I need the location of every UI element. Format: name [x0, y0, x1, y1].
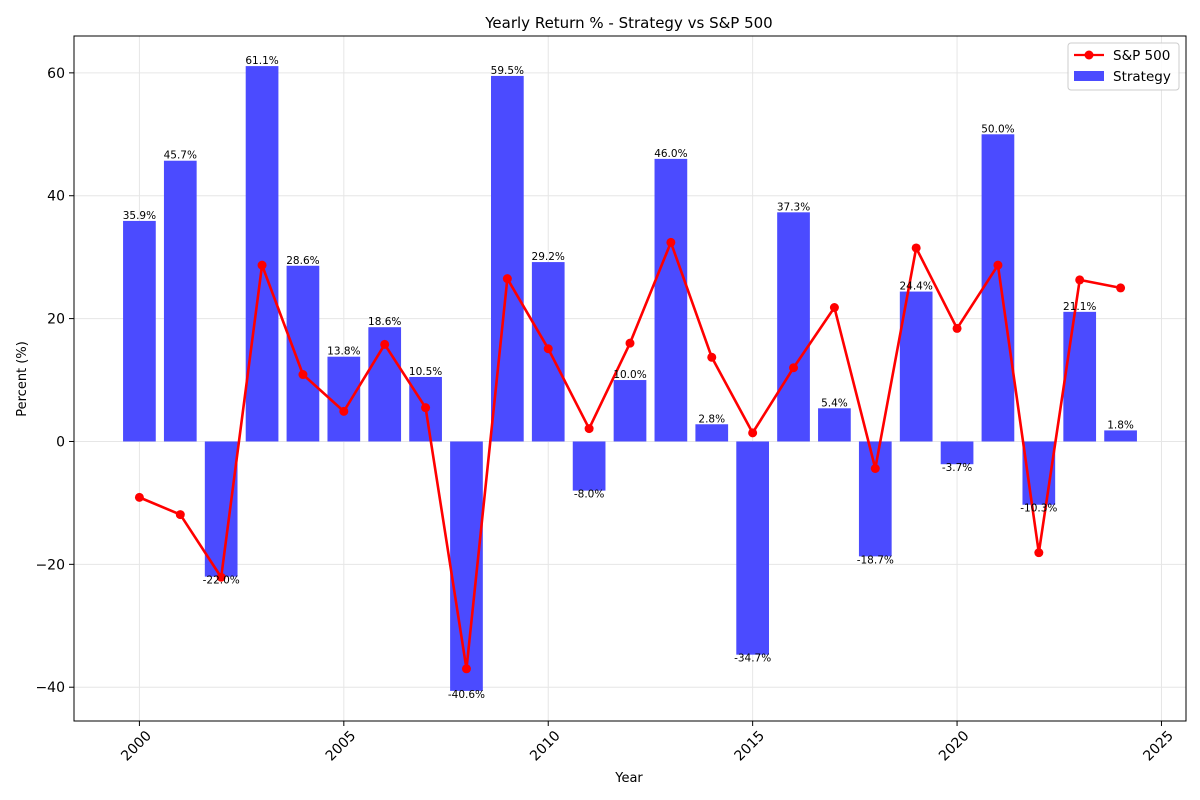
y-axis-title: Percent (%) — [15, 341, 30, 417]
bar-value-label: 29.2% — [532, 251, 565, 263]
bar-value-label: 21.1% — [1063, 301, 1096, 313]
sp500-point — [789, 363, 799, 373]
x-axis-title: Year — [614, 771, 643, 786]
sp500-point — [257, 260, 267, 270]
legend-label-strategy: Strategy — [1113, 69, 1171, 85]
bar-value-label: 37.3% — [777, 201, 810, 213]
y-tick-label: 0 — [56, 434, 65, 450]
legend-line-marker — [1084, 50, 1094, 60]
bar-value-label: 5.4% — [821, 397, 848, 409]
sp500-point — [380, 339, 390, 349]
bar-value-label: 45.7% — [164, 150, 197, 162]
strategy-bar — [327, 356, 361, 442]
sp500-point — [421, 403, 431, 413]
sp500-point — [829, 303, 839, 313]
bar-value-label: 10.5% — [409, 366, 442, 378]
bar-value-label: 13.8% — [327, 346, 360, 358]
sp500-point — [707, 352, 717, 362]
sp500-point — [175, 510, 185, 520]
legend-bar-swatch — [1074, 71, 1104, 81]
y-axis-ticks: −40 −20 0 20 40 60 — [35, 66, 74, 696]
bar-value-label: 61.1% — [245, 55, 278, 67]
bar-value-label: 1.8% — [1107, 419, 1134, 431]
sp500-point — [216, 572, 226, 582]
y-tick-label: −40 — [35, 680, 65, 696]
bar-value-label: -18.7% — [857, 554, 894, 566]
bar-value-label: 24.4% — [899, 281, 932, 293]
strategy-bar — [204, 441, 238, 577]
strategy-bar — [245, 66, 279, 442]
strategy-bar — [654, 158, 688, 442]
plot-frame — [73, 35, 1187, 722]
x-tick-label: 2010 — [527, 728, 564, 765]
sp500-point — [339, 406, 349, 416]
sp500-point — [870, 464, 880, 474]
sp500-point — [1034, 548, 1044, 558]
bar-value-label: -3.7% — [942, 462, 972, 474]
strategy-bar — [1063, 311, 1097, 442]
x-tick-label: 2025 — [1140, 728, 1177, 765]
bar-value-label: -8.0% — [574, 489, 604, 501]
y-tick-label: −20 — [35, 557, 65, 573]
x-axis-ticks: 2000 2005 2010 2015 2020 2025 — [118, 721, 1177, 764]
sp500-point — [134, 492, 144, 502]
chart-title: Yearly Return % - Strategy vs S&P 500 — [484, 14, 772, 32]
strategy-bar — [1104, 430, 1137, 442]
x-tick-label: 2020 — [936, 728, 973, 765]
sp500-point — [952, 323, 962, 333]
bar-value-label: 50.0% — [981, 123, 1014, 135]
x-tick-label: 2015 — [732, 728, 769, 765]
bar-value-label: 28.6% — [286, 255, 319, 267]
sp500-point — [748, 428, 758, 438]
strategy-bar — [818, 408, 851, 442]
sp500-point — [584, 424, 594, 434]
sp500-point — [543, 344, 553, 354]
strategy-bars — [123, 66, 1137, 691]
strategy-bar — [736, 441, 769, 655]
y-tick-label: 40 — [47, 189, 65, 205]
strategy-bar — [286, 265, 320, 442]
bar-labels: 35.9% 45.7% -22.0% 61.1% 28.6% 13.8% 18.6% 10.5… — [123, 55, 1134, 701]
bar-value-label: -22.0% — [203, 575, 240, 587]
strategy-bar — [940, 441, 974, 465]
sp500-point — [298, 370, 308, 380]
sp500-point — [625, 338, 635, 348]
strategy-bar — [163, 160, 197, 442]
strategy-bar — [777, 212, 810, 442]
y-tick-label: 20 — [47, 312, 65, 328]
strategy-bar — [695, 424, 729, 442]
x-tick-label: 2005 — [323, 728, 360, 765]
sp500-point — [666, 237, 676, 247]
bar-value-label: 10.0% — [613, 369, 646, 381]
bar-value-label: 2.8% — [698, 413, 725, 425]
strategy-bar — [981, 134, 1015, 442]
sp500-point — [461, 664, 471, 674]
strategy-bar — [613, 380, 647, 442]
sp500-point — [1116, 283, 1126, 293]
bar-value-label: 18.6% — [368, 316, 401, 328]
bar-value-label: 59.5% — [491, 65, 524, 77]
sp500-point — [502, 274, 512, 284]
bar-value-label: -10.3% — [1020, 503, 1057, 515]
y-tick-label: 60 — [47, 66, 65, 82]
sp500-point — [993, 260, 1003, 270]
sp500-point — [1075, 275, 1085, 285]
legend: S&P 500 Strategy — [1067, 42, 1180, 91]
bar-value-label: 46.0% — [654, 148, 687, 160]
bar-value-label: -34.7% — [734, 653, 771, 665]
strategy-bar — [858, 441, 892, 557]
sp500-line — [134, 237, 1126, 674]
bar-value-label: 35.9% — [123, 210, 156, 222]
strategy-bar — [899, 291, 933, 442]
strategy-bar — [123, 220, 156, 442]
sp500-point — [911, 243, 921, 253]
strategy-bar — [572, 441, 606, 491]
x-tick-label: 2000 — [118, 728, 155, 765]
bar-value-label: -40.6% — [448, 689, 485, 701]
legend-label-sp500: S&P 500 — [1113, 48, 1170, 64]
